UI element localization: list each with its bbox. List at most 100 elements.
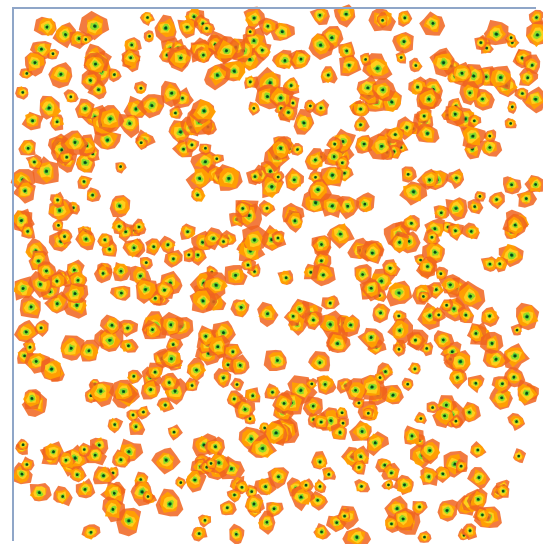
cluster-blob bbox=[48, 62, 73, 89]
cluster-blob bbox=[109, 195, 131, 218]
cluster-blob bbox=[277, 270, 294, 285]
cluster-blob bbox=[480, 256, 498, 272]
cluster-blob bbox=[326, 223, 355, 249]
cluster-blob bbox=[168, 120, 192, 145]
cluster-blob bbox=[133, 81, 147, 94]
cluster-blob bbox=[206, 450, 230, 474]
cluster-blob bbox=[387, 318, 413, 345]
cluster-blob bbox=[480, 331, 504, 354]
cluster-blob bbox=[53, 485, 73, 507]
cluster-blob bbox=[504, 117, 517, 129]
cluster-blob bbox=[185, 165, 213, 191]
cluster-blob bbox=[491, 376, 512, 394]
cluster-blob bbox=[412, 501, 428, 516]
cluster-blob bbox=[245, 24, 257, 37]
cluster-blob bbox=[360, 52, 372, 67]
cluster-blob bbox=[393, 474, 414, 496]
cluster-blob bbox=[49, 191, 65, 209]
cluster-blob bbox=[397, 10, 413, 27]
cluster-blob bbox=[349, 445, 370, 465]
cluster-blob bbox=[445, 105, 465, 127]
cluster-blob bbox=[242, 225, 270, 251]
cluster-blob bbox=[33, 16, 57, 37]
cluster-blob bbox=[119, 338, 139, 353]
cluster-blob bbox=[457, 306, 475, 324]
cluster-blob bbox=[409, 57, 423, 73]
cluster-blob bbox=[180, 223, 196, 240]
cluster-blob bbox=[418, 86, 440, 110]
cluster-blob bbox=[376, 362, 394, 381]
cluster-blob bbox=[60, 335, 85, 361]
cluster-blob bbox=[467, 467, 491, 490]
cluster-blob bbox=[248, 101, 260, 116]
cluster-blob bbox=[320, 66, 338, 84]
cluster-blob bbox=[156, 397, 175, 413]
cluster-blob bbox=[406, 332, 426, 351]
cluster-blob bbox=[122, 238, 146, 258]
cluster-blob bbox=[335, 155, 350, 170]
cluster-blob bbox=[33, 319, 49, 337]
cluster-blob bbox=[306, 378, 318, 390]
cluster-blob bbox=[22, 338, 36, 357]
cluster-blob bbox=[310, 262, 336, 287]
cluster-blob bbox=[21, 111, 44, 131]
cluster-blob bbox=[15, 86, 29, 100]
cluster-blob bbox=[293, 109, 315, 135]
cluster-blob bbox=[446, 350, 471, 377]
cluster-blob bbox=[322, 467, 336, 481]
cluster-blob bbox=[316, 375, 337, 395]
cluster-blob bbox=[433, 205, 450, 220]
cluster-blob bbox=[507, 412, 526, 431]
cluster-blob bbox=[247, 433, 277, 458]
cluster-blob bbox=[349, 420, 372, 442]
cluster-blob bbox=[132, 218, 147, 236]
cluster-blob bbox=[139, 12, 155, 26]
cluster-blob bbox=[253, 476, 277, 496]
cluster-blob bbox=[44, 291, 68, 314]
cluster-blob bbox=[467, 374, 485, 394]
cluster-blob bbox=[362, 53, 393, 81]
cluster-blob bbox=[362, 407, 375, 420]
cluster-blob bbox=[52, 219, 64, 232]
cluster-blob bbox=[154, 14, 177, 43]
cluster-blob bbox=[386, 126, 405, 144]
cluster-blob bbox=[481, 306, 500, 327]
cluster-blob bbox=[183, 247, 196, 263]
cluster-blob bbox=[46, 48, 60, 60]
cluster-blob bbox=[118, 319, 139, 338]
cluster-blob bbox=[89, 381, 115, 408]
cluster-blob bbox=[267, 467, 290, 489]
cluster-blob bbox=[136, 94, 165, 119]
cluster-blob bbox=[244, 75, 260, 89]
cluster-blob bbox=[224, 265, 248, 286]
cluster-blob bbox=[319, 166, 344, 187]
cluster-blob bbox=[175, 476, 187, 490]
cluster-blob bbox=[184, 137, 200, 153]
cluster-blob bbox=[311, 451, 328, 470]
cluster-blob bbox=[354, 116, 370, 132]
cluster-blob bbox=[392, 32, 414, 54]
cluster-blob bbox=[513, 448, 527, 464]
cluster-blob bbox=[516, 302, 540, 331]
cluster-blob bbox=[160, 311, 184, 336]
cluster-blob bbox=[386, 280, 413, 307]
cluster-blob bbox=[189, 99, 216, 125]
cluster-blob bbox=[356, 74, 378, 101]
cluster-blob bbox=[127, 369, 143, 385]
cluster-blob bbox=[510, 323, 523, 336]
cluster-blob bbox=[419, 11, 446, 36]
cluster-blob bbox=[107, 417, 124, 434]
cluster-blob bbox=[401, 377, 414, 392]
cluster-blob bbox=[317, 310, 345, 339]
cluster-blob bbox=[167, 424, 183, 441]
cluster-blob bbox=[29, 483, 52, 502]
cluster-blob bbox=[478, 139, 503, 157]
cluster-blob bbox=[399, 181, 428, 206]
cluster-blob bbox=[302, 396, 323, 417]
cluster-blob bbox=[124, 37, 142, 53]
cluster-blob bbox=[445, 197, 468, 222]
cluster-blob bbox=[263, 349, 287, 371]
image-border bbox=[12, 7, 536, 541]
